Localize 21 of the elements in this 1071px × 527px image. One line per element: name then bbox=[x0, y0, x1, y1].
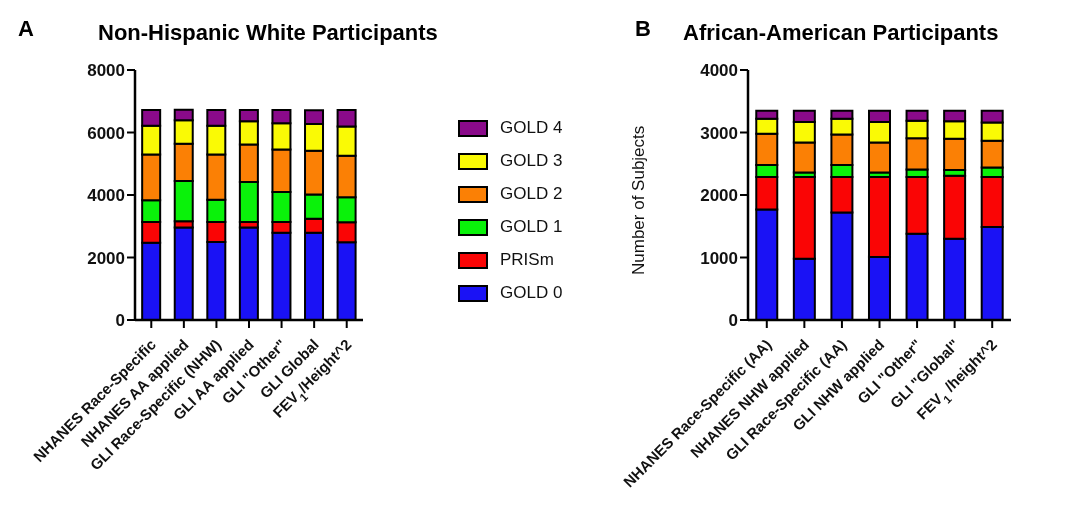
y-tick-label: 3000 bbox=[700, 123, 738, 143]
chart-title: Non-Hispanic White Participants bbox=[98, 20, 438, 46]
text: B bbox=[635, 16, 651, 42]
y-tick-label: 8000 bbox=[87, 61, 125, 81]
y-tick-label: 4000 bbox=[700, 61, 738, 81]
legend-label: GOLD 0 bbox=[500, 283, 563, 303]
y-tick-label: 0 bbox=[728, 311, 738, 331]
y-tick-label: 2000 bbox=[700, 186, 738, 206]
legend-label: GOLD 4 bbox=[500, 118, 563, 138]
legend-label: GOLD 1 bbox=[500, 217, 563, 237]
y-tick-label: 1000 bbox=[700, 248, 738, 268]
legend-label: GOLD 2 bbox=[500, 184, 563, 204]
chart-title: African-American Participants bbox=[683, 20, 999, 46]
y-axis-title: Number of Subjects bbox=[629, 125, 649, 275]
text: A bbox=[18, 16, 34, 42]
legend-label: GOLD 3 bbox=[500, 151, 563, 171]
legend-label: PRISm bbox=[500, 250, 554, 270]
y-tick-label: 4000 bbox=[87, 186, 125, 206]
y-tick-label: 6000 bbox=[87, 123, 125, 143]
y-tick-label: 2000 bbox=[87, 248, 125, 268]
y-tick-label: 0 bbox=[115, 311, 125, 331]
